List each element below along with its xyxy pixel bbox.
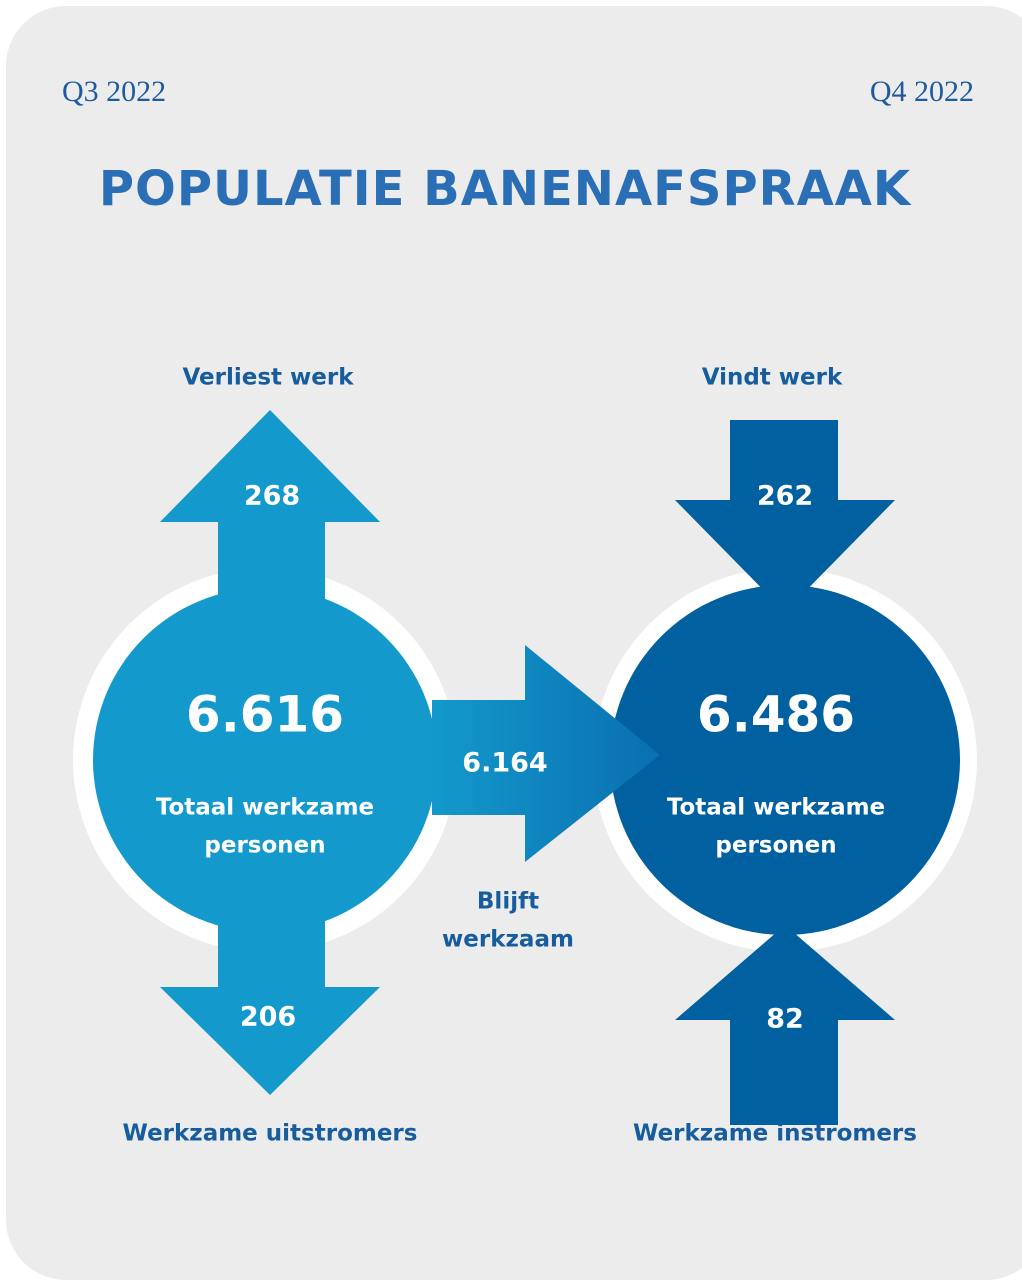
total: 6.616 <box>186 686 344 744</box>
title: POPULATIE BANENAFSPRAAK <box>99 161 912 217</box>
arrow-up <box>675 925 895 1125</box>
value: 82 <box>766 1004 804 1035</box>
value: 206 <box>240 1002 296 1033</box>
label: werkzaam <box>442 927 574 953</box>
total-label: Totaal werkzame <box>667 795 885 821</box>
arrow-down <box>160 920 380 1095</box>
circle-left <box>93 588 437 932</box>
circle-right <box>610 585 960 935</box>
label: Vindt werk <box>702 365 843 391</box>
label: Werkzame instromers <box>633 1121 917 1147</box>
label: Blijft <box>477 889 539 915</box>
arrow-up <box>160 410 380 605</box>
period-left: Q3 2022 <box>62 75 166 108</box>
total-label: personen <box>204 833 325 859</box>
value: 6.164 <box>462 748 547 779</box>
total-label: Totaal werkzame <box>156 795 374 821</box>
label: Verliest werk <box>182 365 354 391</box>
arrow-right <box>432 645 660 862</box>
value: 262 <box>757 481 813 512</box>
arrow-down <box>675 420 895 612</box>
value: 268 <box>244 481 300 512</box>
label: Werkzame uitstromers <box>123 1121 418 1147</box>
total-label: personen <box>715 833 836 859</box>
period-right: Q4 2022 <box>870 75 974 108</box>
total: 6.486 <box>697 686 855 744</box>
